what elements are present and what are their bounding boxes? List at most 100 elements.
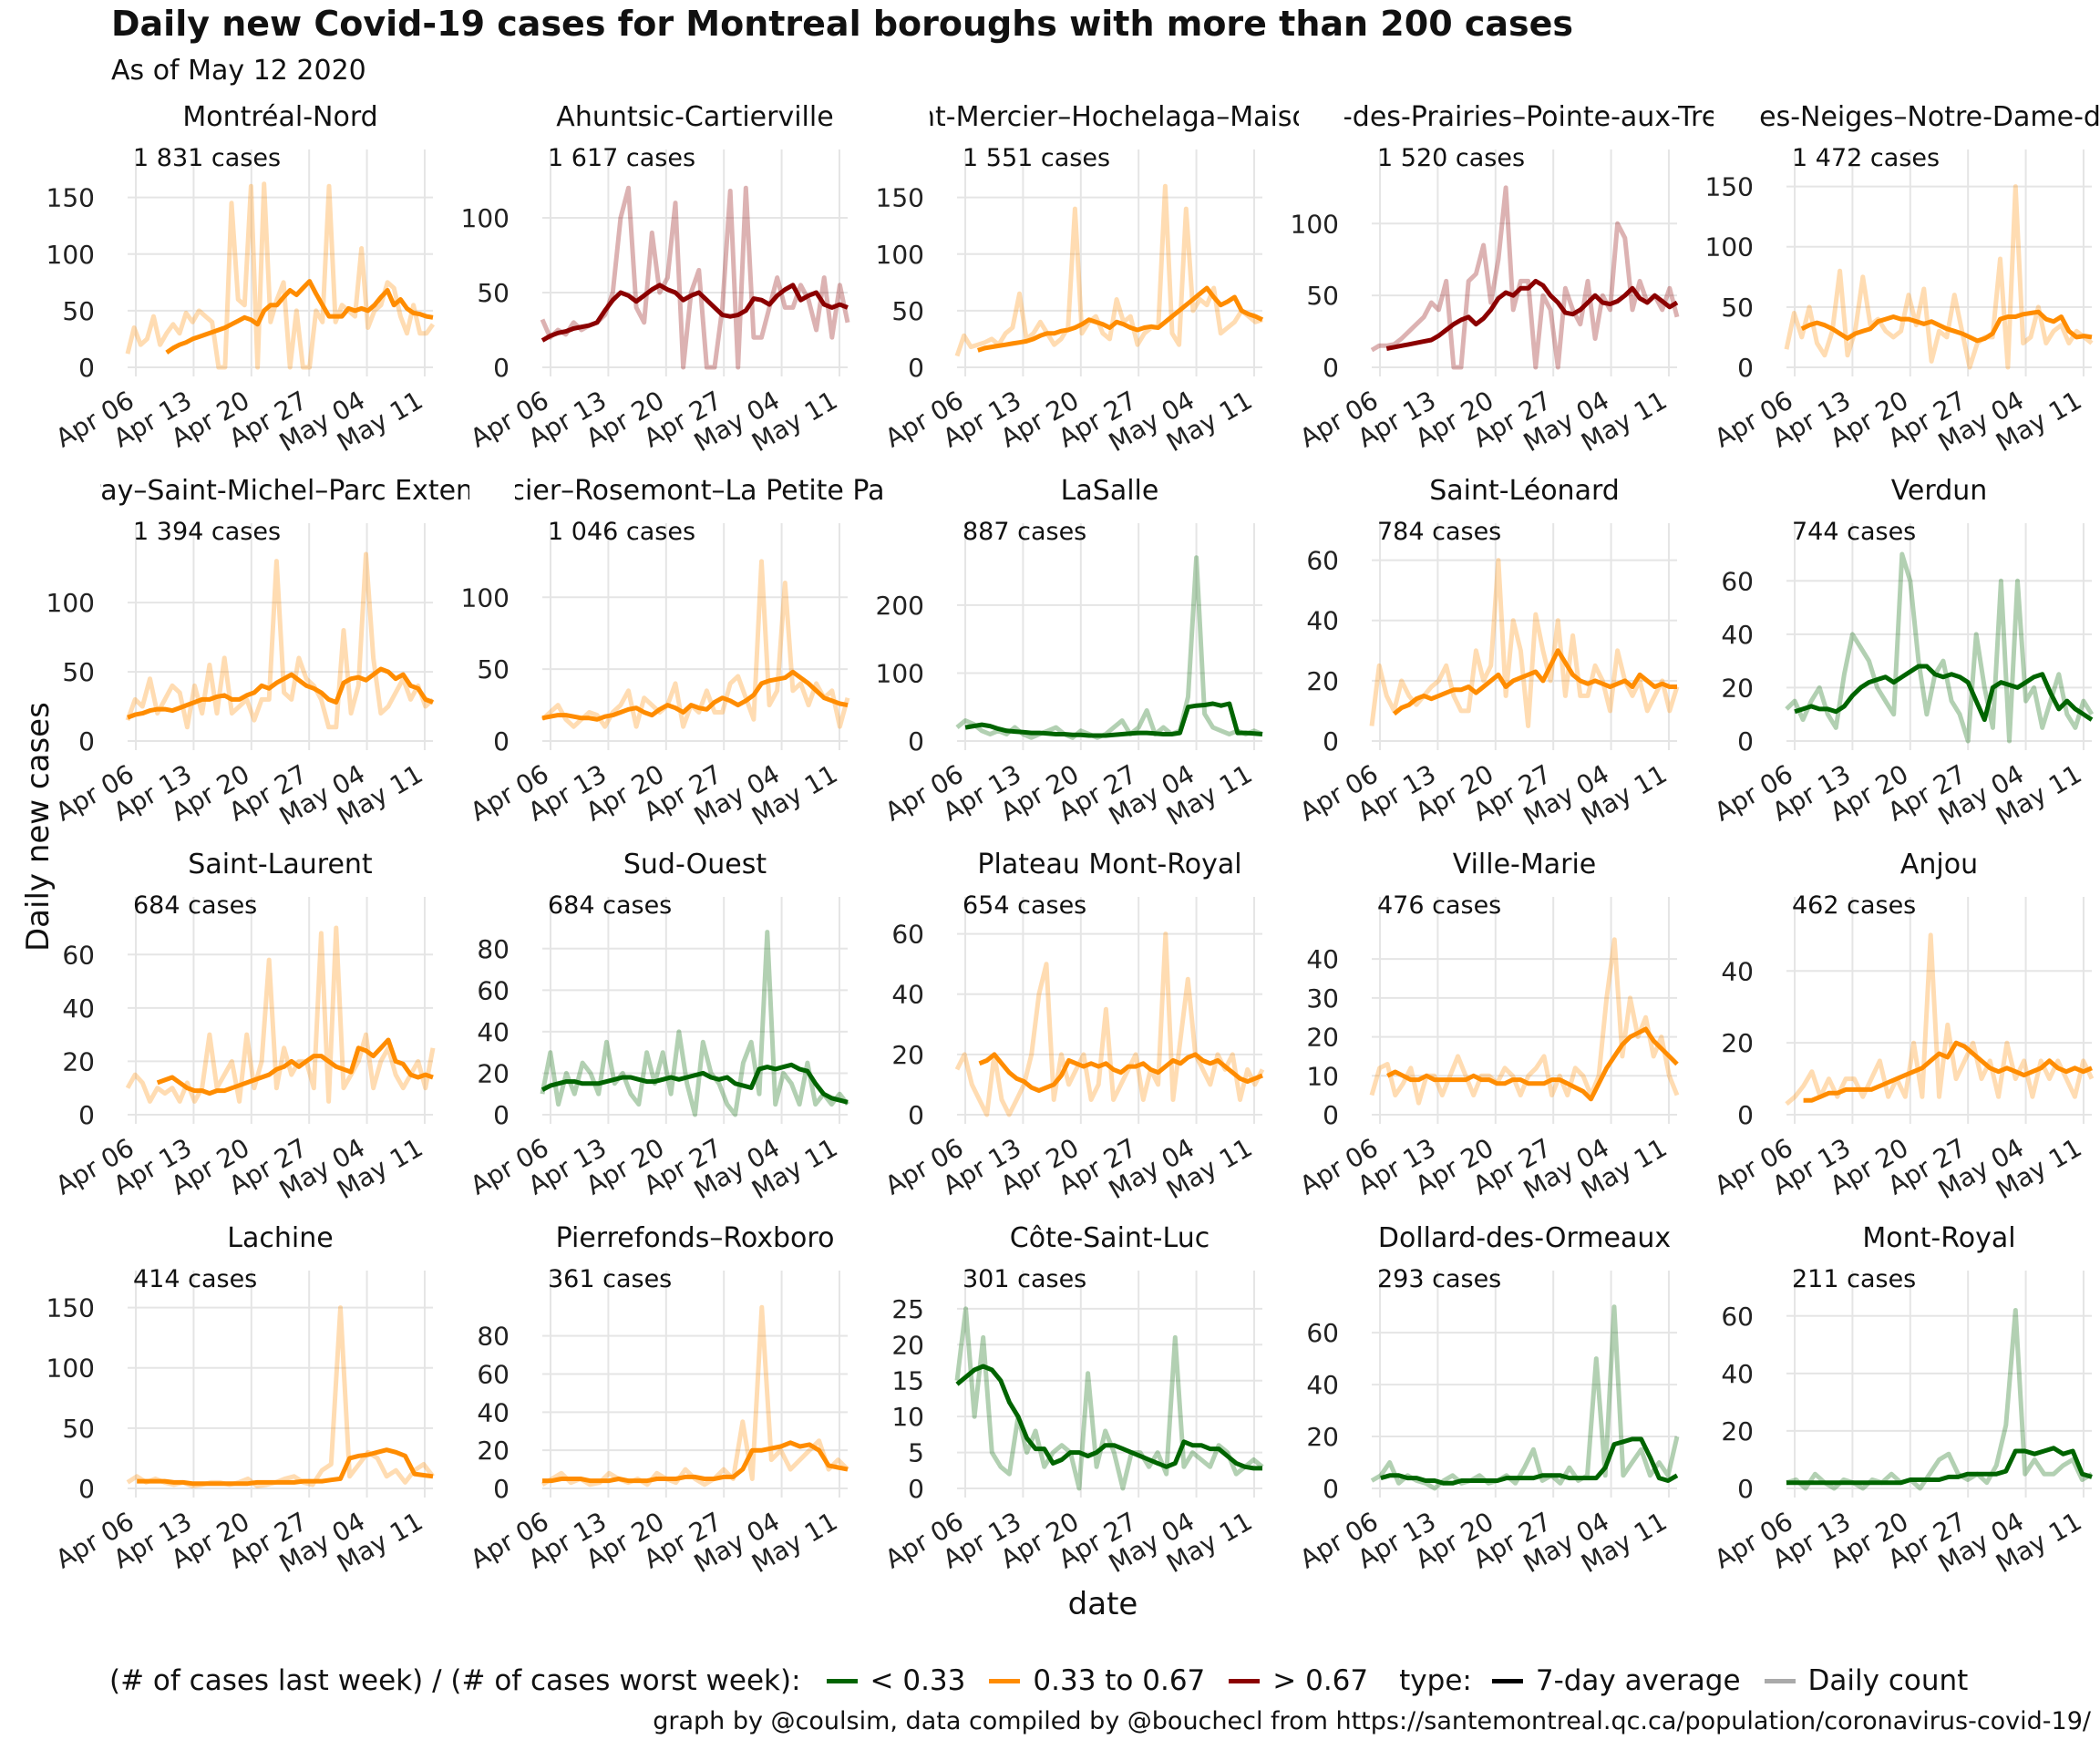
panel-title: LaSalle — [1061, 475, 1159, 507]
y-tick-label: 100 — [461, 203, 510, 233]
y-tick-label: 50 — [62, 657, 95, 687]
y-tick-label: 5 — [908, 1438, 924, 1468]
case-count-label: 301 cases — [962, 1265, 1086, 1293]
y-tick-label: 100 — [1705, 232, 1754, 262]
case-count-label: 293 cases — [1377, 1265, 1501, 1293]
case-count-label: 1 046 cases — [548, 518, 695, 546]
y-tick-label: 100 — [461, 582, 510, 612]
y-tick-label: 150 — [1705, 172, 1754, 202]
panel-title: Côte-des-Neiges–Notre-Dame-de-Grâce — [1669, 101, 2100, 133]
y-tick-label: 50 — [62, 296, 95, 326]
legend-key-daily — [1764, 1678, 1796, 1683]
panel: Rosemont-Mercier–Hochelaga–Maisonneuve 0 5… — [876, 101, 1299, 458]
y-tick-label: 20 — [477, 1058, 510, 1088]
y-tick-label: 0 — [493, 353, 510, 383]
y-tick-label: 20 — [1306, 1023, 1339, 1053]
y-tick-label: 30 — [1306, 983, 1339, 1014]
legend-key-average — [1491, 1678, 1523, 1683]
y-tick-label: 40 — [1306, 1370, 1339, 1400]
panel-title: Sud-Ouest — [623, 849, 767, 880]
chart-title: Daily new Covid-19 cases for Montreal bo… — [111, 4, 1574, 44]
y-tick-label: 20 — [477, 1436, 510, 1466]
y-tick-label: 60 — [1721, 566, 1754, 596]
y-tick-label: 40 — [1721, 956, 1754, 986]
case-count-label: 1 617 cases — [548, 144, 695, 172]
daily-count-line — [540, 185, 850, 370]
case-count-label: 654 cases — [962, 891, 1086, 920]
y-tick-label: 0 — [1323, 726, 1339, 757]
daily-count-line — [1370, 185, 1680, 370]
y-tick-label: 200 — [876, 591, 924, 621]
average-line — [127, 666, 434, 720]
y-tick-label: 0 — [493, 1100, 510, 1130]
panel-title: Montréal-Nord — [182, 101, 377, 133]
y-tick-label: 0 — [1737, 1100, 1754, 1130]
y-tick-label: 40 — [477, 1397, 510, 1427]
panel-title: Verdun — [1891, 475, 1988, 507]
x-axis-label: date — [1067, 1586, 1138, 1622]
y-tick-label: 20 — [1721, 673, 1754, 703]
y-tick-label: 0 — [1323, 1474, 1339, 1504]
y-tick-label: 100 — [46, 240, 95, 270]
y-tick-label: 0 — [1737, 1474, 1754, 1504]
daily-count-line — [126, 1305, 435, 1488]
y-tick-label: 10 — [891, 1402, 924, 1432]
average-line — [955, 1364, 1262, 1471]
panel-title: Anjou — [1900, 849, 1978, 880]
average-line — [137, 1447, 434, 1487]
y-tick-label: 100 — [876, 240, 924, 270]
y-tick-label: 100 — [46, 588, 95, 618]
panel-title: Rivière-des-Prairies–Pointe-aux-Trembles — [1248, 101, 1801, 133]
y-tick-label: 60 — [477, 1359, 510, 1389]
y-tick-label: 0 — [1323, 353, 1339, 383]
legend-item-high: > 0.67 — [1229, 1664, 1368, 1697]
average-line — [978, 1052, 1263, 1093]
case-count-label: 414 cases — [133, 1265, 257, 1293]
y-tick-label: 0 — [493, 726, 510, 757]
panel: Villeray–Saint-Michel–Parc Extension 0 50 1… — [46, 475, 469, 831]
daily-count-line — [125, 181, 436, 370]
legend-label-high: > 0.67 — [1272, 1664, 1369, 1697]
y-tick-label: 100 — [1291, 209, 1339, 239]
panel-title: Lachine — [227, 1222, 333, 1254]
y-tick-label: 60 — [1306, 546, 1339, 576]
case-count-label: 887 cases — [962, 518, 1086, 546]
legend-key-mid — [989, 1678, 1021, 1683]
daily-count-line — [1370, 1304, 1680, 1491]
panel-title: Saint-Laurent — [188, 849, 373, 880]
panel-title: Plateau Mont-Royal — [977, 849, 1241, 880]
average-line — [542, 1440, 849, 1484]
y-tick-label: 20 — [1721, 1028, 1754, 1058]
panel-title: Dollard-des-Ormeaux — [1378, 1222, 1671, 1254]
average-line — [1800, 309, 2093, 344]
y-tick-label: 0 — [908, 1474, 924, 1504]
legend-key-high — [1229, 1678, 1261, 1683]
legend-type-title: type: — [1399, 1664, 1472, 1697]
y-tick-label: 40 — [1306, 606, 1339, 636]
y-tick-label: 50 — [891, 296, 924, 326]
daily-count-line — [954, 1306, 1264, 1491]
panel-title: Ville-Marie — [1453, 849, 1597, 880]
panel-title: Côte-Saint-Luc — [1010, 1222, 1210, 1254]
y-tick-label: 20 — [1306, 666, 1339, 696]
y-tick-label: 150 — [46, 183, 95, 213]
y-tick-label: 25 — [891, 1294, 924, 1324]
legend-item-average: 7-day average — [1491, 1664, 1741, 1697]
case-count-label: 1 394 cases — [133, 518, 281, 546]
y-tick-label: 80 — [477, 1322, 510, 1352]
y-tick-label: 0 — [1737, 353, 1754, 383]
average-line — [1380, 1436, 1679, 1486]
legend-label-mid: 0.33 to 0.67 — [1033, 1664, 1206, 1697]
daily-count-line — [1369, 558, 1680, 728]
daily-count-line — [540, 1304, 849, 1488]
panel: Mercier–Rosemont–La Petite Patrie050100A… — [461, 475, 884, 831]
y-tick-label: 0 — [1737, 726, 1754, 757]
